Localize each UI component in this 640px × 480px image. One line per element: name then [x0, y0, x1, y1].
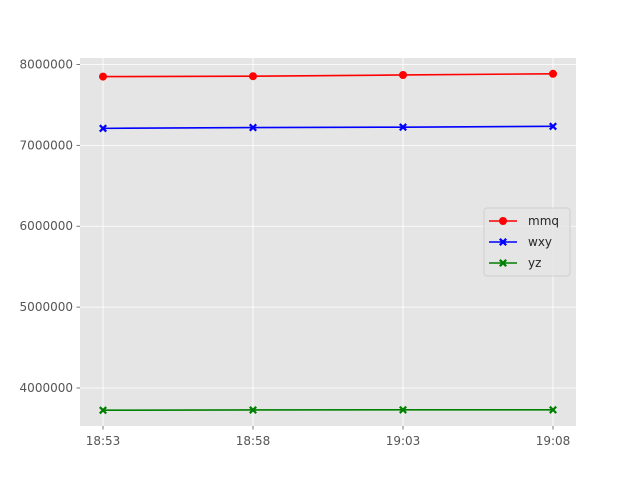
- y-tick-label: 5000000: [20, 300, 73, 314]
- series-wxy: [99, 122, 557, 133]
- legend-label: yz: [528, 256, 541, 270]
- data-point-mmq: [99, 72, 107, 81]
- grid-lines: [80, 58, 576, 426]
- y-tick-label: 7000000: [20, 138, 73, 152]
- x-axis-ticks: 18:53 18:58 19:03 19:08: [86, 426, 571, 448]
- data-point-wxy: [249, 123, 257, 132]
- data-point-wxy: [549, 122, 557, 131]
- legend-label: wxy: [528, 235, 552, 249]
- series-line-mmq: [102, 72, 554, 78]
- legend-box: [483, 207, 571, 277]
- data-point-yz: [249, 405, 257, 414]
- x-tick-label: 19:03: [386, 434, 421, 448]
- legend-marker: [499, 259, 507, 267]
- legend-item-yz: yz: [489, 256, 541, 270]
- series-mmq: [99, 69, 557, 81]
- series-yz: [99, 405, 557, 415]
- y-tick-label: 6000000: [20, 219, 73, 233]
- legend-marker: [499, 217, 507, 225]
- data-point-wxy: [399, 123, 407, 132]
- legend-item-wxy: wxy: [489, 235, 552, 249]
- series-line-wxy: [102, 125, 554, 130]
- x-tick-label: 18:58: [236, 434, 271, 448]
- y-axis-ticks: 4000000 5000000 6000000 7000000 8000000: [20, 57, 80, 395]
- x-tick-label: 18:53: [86, 434, 121, 448]
- data-point-yz: [549, 405, 557, 414]
- x-tick-label: 19:08: [536, 434, 571, 448]
- legend: mmq wxy yz: [483, 207, 571, 277]
- data-point-wxy: [99, 124, 107, 133]
- y-tick-label: 4000000: [20, 381, 73, 395]
- y-tick-label: 8000000: [20, 57, 73, 71]
- data-point-yz: [99, 406, 107, 415]
- legend-marker: [499, 238, 507, 246]
- data-point-mmq: [249, 72, 257, 81]
- legend-label: mmq: [528, 214, 559, 228]
- data-point-mmq: [399, 70, 407, 79]
- legend-item-mmq: mmq: [489, 214, 559, 228]
- data-point-yz: [399, 405, 407, 414]
- series-group: [99, 69, 557, 415]
- data-point-mmq: [549, 69, 557, 78]
